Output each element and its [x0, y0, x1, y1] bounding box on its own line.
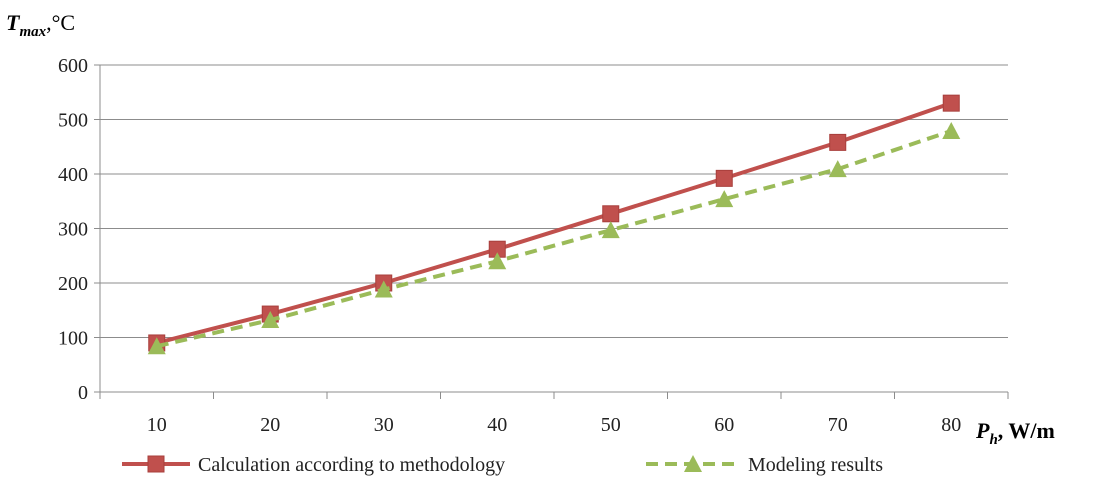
- y-tick-label: 200: [58, 273, 88, 295]
- triangle-marker: [374, 280, 393, 298]
- x-tick-label: 10: [147, 414, 167, 436]
- x-tick-label: 70: [828, 414, 848, 436]
- square-marker: [829, 133, 847, 151]
- legend-item: Modeling results: [646, 454, 883, 476]
- y-tick-label: 300: [58, 219, 88, 241]
- x-axis-subscript: h: [989, 432, 997, 448]
- x-tick-label: 60: [714, 414, 734, 436]
- triangle-marker: [942, 121, 961, 139]
- triangle-marker: [488, 252, 507, 270]
- triangle-marker: [715, 190, 734, 208]
- y-axis-unit: ,°C: [46, 10, 75, 35]
- square-marker: [715, 169, 733, 187]
- triangle-marker: [261, 311, 280, 329]
- y-tick-labels: 0 100 200 300 400 500 600: [58, 55, 88, 404]
- gridlines: [100, 64, 1008, 338]
- x-axis-unit: , W/m: [998, 418, 1055, 443]
- y-tick-label: 0: [78, 382, 88, 404]
- series-group: [148, 94, 960, 352]
- legend-item: Calculation according to methodology: [122, 454, 505, 476]
- plot-series: [147, 94, 961, 355]
- y-axis-subscript: max: [19, 24, 46, 40]
- legend-triangle-marker: [684, 455, 702, 472]
- x-axis-title: Ph, W/m: [975, 418, 1055, 448]
- x-tick-label: 40: [487, 414, 507, 436]
- x-axis-symbol: P: [975, 418, 990, 443]
- triangle-marker: [601, 221, 620, 239]
- legend: Calculation according to methodology Mode…: [122, 454, 883, 476]
- axes: [94, 64, 1009, 399]
- series-group: [147, 121, 961, 355]
- series-line: [156, 101, 952, 345]
- legend-label: Modeling results: [748, 454, 883, 476]
- x-tick-label: 20: [260, 414, 280, 436]
- x-tick-labels: 10 20 30 40 50 60 70 80: [147, 414, 962, 436]
- square-marker: [942, 94, 960, 112]
- y-tick-label: 400: [58, 164, 88, 186]
- series-line: [156, 129, 952, 349]
- y-axis-title: Tmax,°C: [6, 10, 75, 40]
- y-tick-label: 500: [58, 110, 88, 132]
- y-axis-symbol: T: [6, 10, 21, 35]
- legend-square-marker: [147, 455, 165, 473]
- y-tick-label: 100: [58, 328, 88, 350]
- legend-label: Calculation according to methodology: [198, 454, 505, 476]
- triangle-marker: [147, 337, 166, 355]
- x-tick-label: 50: [601, 414, 621, 436]
- triangle-marker: [828, 160, 847, 178]
- x-tick-label: 80: [941, 414, 961, 436]
- x-tick-label: 30: [374, 414, 394, 436]
- y-tick-label: 600: [58, 55, 88, 77]
- square-marker: [602, 205, 620, 223]
